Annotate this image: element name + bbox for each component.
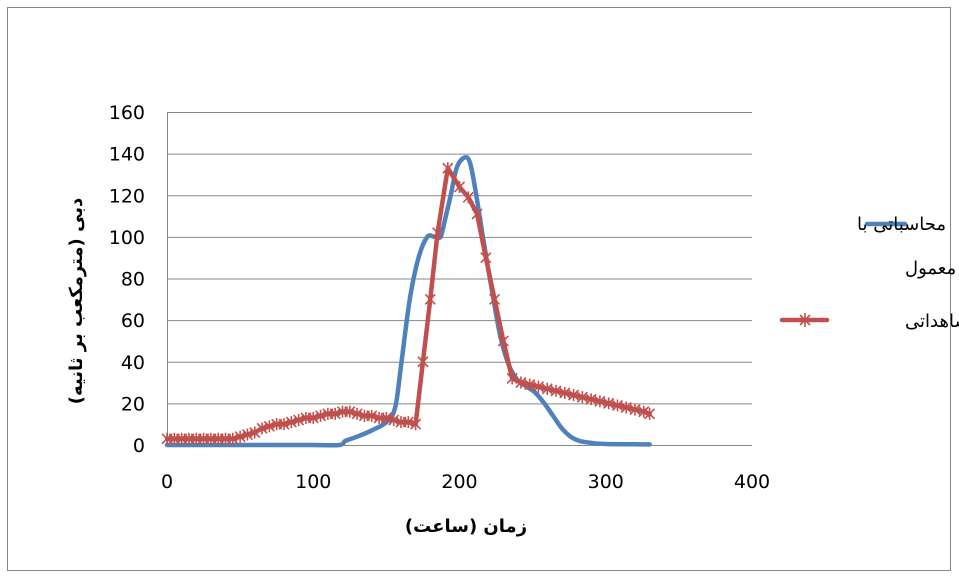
data-point-marker [611,399,624,412]
data-point-marker [366,409,378,422]
data-point-marker [462,191,474,204]
x-tick-label: 300 [588,471,624,493]
legend-marker-1 [799,313,811,327]
data-point-marker [638,405,650,418]
y-tick-label: 100 [109,227,145,249]
y-tick-label: 40 [121,352,145,374]
y-tick-label: 80 [121,269,145,291]
y-tick-label: 120 [109,185,145,207]
data-point-marker [307,411,319,424]
data-point-marker [388,414,400,427]
data-point-marker [241,428,254,441]
data-point-marker [489,293,501,306]
data-point-marker [380,411,392,424]
y-tick-label: 160 [109,102,145,124]
data-point-marker [603,397,615,410]
data-point-marker [344,405,356,418]
data-point-marker [644,407,656,420]
data-point-marker [480,251,492,264]
chart-border [7,7,951,571]
data-point-marker [629,403,641,416]
data-point-marker [497,334,509,347]
series-layer [161,154,656,448]
y-tick-label: 0 [133,435,145,457]
series-line-0 [164,154,652,448]
data-point-marker [431,226,444,239]
x-tick-label: 200 [441,471,477,493]
tick-labels: 0 20 40 60 80 100 120 140 160 0 100 200 300 400 [109,102,770,493]
legend-label-0-line2: روش معمول [905,258,959,279]
data-point-marker [278,418,290,431]
x-tick-label: 0 [161,471,173,493]
data-point-marker [329,407,341,420]
x-tick-label: 100 [295,471,331,493]
x-axis-title: زمان (ساعت) [405,516,527,537]
data-point-marker [453,180,466,193]
data-point-marker [568,389,580,402]
data-point-marker [227,432,239,445]
data-point-marker [402,416,414,429]
data-point-marker [249,426,261,439]
data-point-marker [471,207,483,220]
y-tick-label: 20 [121,393,145,415]
data-point-marker [506,372,518,385]
legend-label-0: محاسباتی با [857,214,946,235]
data-point-marker [234,430,246,443]
data-point-marker [541,382,553,395]
legend-label-1: مشاهداتی [905,311,959,332]
data-point-marker [410,418,422,431]
data-point-marker [559,386,571,399]
y-tick-label: 140 [109,144,145,166]
y-axis-title: دبی (مترمکعب بر ثانیه) [66,198,87,404]
data-point-marker [550,384,562,397]
data-point-marker [515,376,527,389]
data-point-marker [620,401,632,414]
y-tick-label: 60 [121,310,145,332]
data-point-marker [256,422,268,435]
x-tick-label: 400 [734,471,770,493]
legend: محاسباتی با روش معمول مشاهداتی [779,214,959,332]
data-point-marker [524,378,536,391]
data-point-marker [314,409,327,422]
data-point-marker [532,380,545,393]
data-point-marker [293,414,305,427]
data-point-marker [442,162,454,175]
data-point-marker [285,416,297,429]
data-point-marker [594,395,606,408]
data-point-marker [424,293,436,306]
data-point-marker [351,407,363,420]
data-point-marker [417,355,429,368]
data-point-marker [576,391,588,404]
data-point-marker [263,420,275,433]
gridlines [167,112,752,446]
data-point-marker [585,393,597,406]
